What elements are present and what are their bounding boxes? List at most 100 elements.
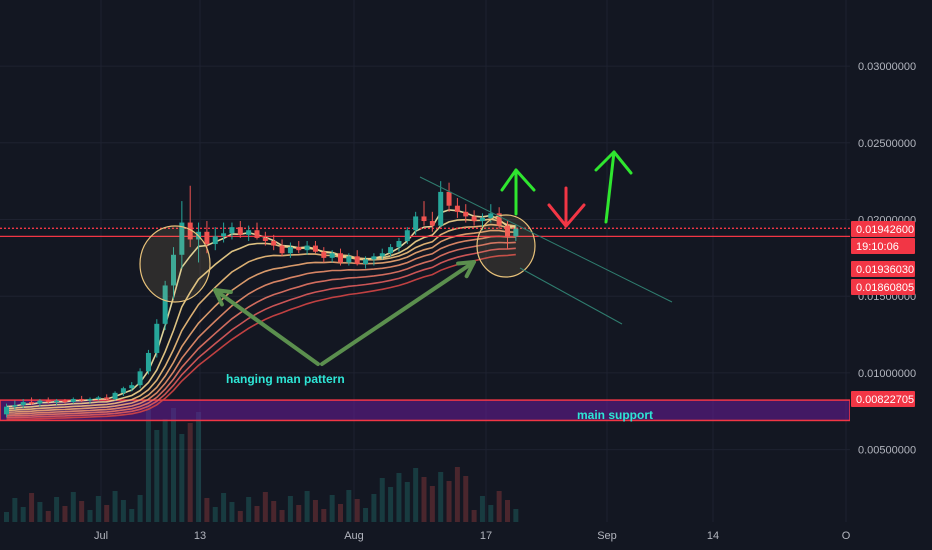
- price-tag: [851, 279, 915, 295]
- candle-body: [79, 398, 85, 401]
- volume-bar: [20, 507, 26, 522]
- candle-body: [204, 231, 210, 245]
- volume-bar: [463, 476, 469, 522]
- volume-bar: [312, 500, 318, 522]
- price-tick-label: 0.01000000: [858, 368, 916, 380]
- price-tag-label: 0.01942600: [856, 224, 914, 236]
- volume-bar: [304, 491, 310, 522]
- volume-bars: [4, 404, 519, 522]
- volume-bar: [479, 496, 485, 522]
- candle-body: [187, 222, 193, 240]
- time-axis[interactable]: [0, 522, 932, 550]
- volume-bar: [287, 496, 293, 522]
- candle-body: [171, 254, 176, 286]
- time-tick-label: Sep: [597, 530, 617, 542]
- candle-body: [279, 245, 285, 254]
- candle-body: [237, 227, 243, 235]
- volume-bar: [262, 492, 268, 522]
- annotation-arrow-head: [213, 288, 233, 307]
- volume-bar: [254, 506, 260, 522]
- price-tags: 0.01942600 19:10:06 0.01936030 0.01860805 0.…: [851, 221, 915, 407]
- candle-body: [338, 253, 343, 263]
- candle-body: [179, 222, 185, 255]
- annotation-arrow-head: [456, 260, 476, 279]
- volume-bar: [62, 506, 68, 522]
- time-tick-label: 13: [194, 530, 206, 542]
- candle-body: [62, 400, 68, 403]
- volume-bar: [95, 496, 101, 522]
- price-tag-label: 19:10:06: [856, 241, 899, 253]
- candle-body: [429, 221, 435, 226]
- volume-bar: [120, 500, 126, 522]
- candle-body: [346, 256, 352, 263]
- volume-bar: [137, 495, 143, 522]
- candle-body: [229, 227, 235, 234]
- time-tick-label: Aug: [344, 530, 364, 542]
- volume-bar: [221, 493, 227, 522]
- volume-bar: [162, 419, 168, 522]
- candle-body: [221, 233, 227, 237]
- candle-body: [95, 397, 101, 399]
- candle-body: [421, 216, 427, 222]
- volume-bar: [112, 491, 118, 522]
- candle-body: [321, 251, 327, 258]
- volume-bar: [279, 510, 285, 522]
- candle-body: [112, 392, 118, 399]
- price-tag: [851, 238, 915, 254]
- ma-line: [6, 218, 516, 410]
- ma-line: [6, 247, 516, 419]
- time-tick-label: O: [842, 530, 851, 542]
- candle-body: [120, 388, 126, 393]
- down-arrow-head: [547, 203, 586, 228]
- candle-body: [446, 191, 452, 206]
- volume-bar: [171, 408, 176, 522]
- volume-bar: [371, 494, 377, 522]
- candle-body: [45, 400, 51, 403]
- volume-bar: [363, 508, 369, 522]
- candle-body: [513, 228, 519, 237]
- volume-bar: [70, 492, 76, 522]
- volume-bar: [388, 487, 394, 522]
- volume-bar: [379, 478, 385, 522]
- volume-bar: [154, 430, 160, 522]
- candle-body: [363, 259, 369, 264]
- candle-body: [396, 240, 402, 248]
- volume-bar: [87, 510, 93, 522]
- candle-body: [479, 217, 485, 222]
- candle-body: [54, 400, 60, 403]
- volume-bar: [329, 495, 335, 522]
- price-tag-label: 0.00822705: [856, 394, 914, 406]
- price-tick-label: 0.00500000: [858, 445, 916, 457]
- candle-body: [154, 323, 160, 353]
- volume-bar: [396, 473, 402, 522]
- ma-line: [6, 235, 516, 415]
- candle-body: [262, 237, 268, 241]
- candle-body: [70, 398, 76, 403]
- price-tag-label: 0.01936030: [856, 264, 914, 276]
- trend-line: [519, 267, 623, 325]
- candles: [4, 181, 519, 418]
- price-tag: [851, 391, 915, 407]
- candle-body: [37, 400, 43, 404]
- volume-bar: [471, 510, 477, 522]
- candle-body: [145, 352, 151, 372]
- volume-bar: [237, 511, 243, 522]
- volume-bar: [4, 512, 9, 522]
- candle-body: [471, 216, 477, 222]
- candle-body: [246, 230, 252, 235]
- candle-body: [287, 247, 293, 254]
- volume-bar: [338, 504, 343, 522]
- volume-bar: [246, 497, 252, 522]
- price-tag-label: 0.01860805: [856, 282, 914, 294]
- candle-body: [212, 236, 218, 245]
- price-tag: [851, 261, 915, 277]
- candle-body: [379, 253, 385, 257]
- candle-body: [312, 245, 318, 252]
- volume-bar: [354, 499, 360, 522]
- candle-body: [413, 216, 419, 231]
- drawings: [139, 150, 673, 366]
- volume-bar: [438, 472, 444, 522]
- candle-body: [388, 247, 394, 254]
